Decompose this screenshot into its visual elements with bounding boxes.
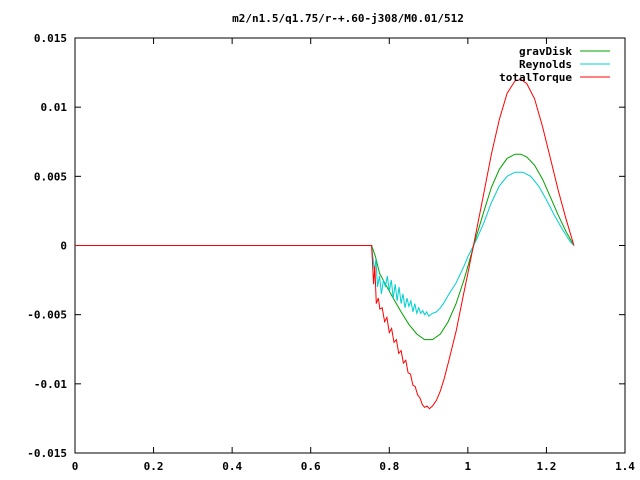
x-tick-label: 0.6 (301, 460, 321, 473)
y-tick-label: -0.005 (27, 309, 67, 322)
legend-label: gravDisk (519, 45, 572, 58)
chart-title: m2/n1.5/q1.75/r-+.60-j308/M0.01/512 (232, 12, 464, 25)
y-tick-label: -0.015 (27, 447, 67, 460)
y-tick-label: 0.005 (34, 170, 67, 183)
x-tick-label: 1 (465, 460, 472, 473)
y-tick-label: 0.01 (41, 101, 68, 114)
series-line-gravDisk (75, 153, 575, 341)
x-tick-label: 1.4 (615, 460, 635, 473)
y-tick-label: 0.015 (34, 32, 67, 45)
x-tick-label: 0.4 (222, 460, 242, 473)
series-lines (75, 78, 575, 410)
x-tick-label: 0.8 (379, 460, 399, 473)
series-line-Reynolds (75, 171, 575, 317)
y-tick-label: 0 (60, 240, 67, 253)
legend-label: totalTorque (499, 71, 572, 84)
y-tick-label: -0.01 (34, 378, 67, 391)
axis-ticks: 0 0.2 0.4 0.6 0.8 1 1.2 1.4 0.015 0.01 0.005 0 -0.00… (27, 32, 635, 473)
x-tick-label: 0.2 (144, 460, 164, 473)
x-tick-label: 1.2 (536, 460, 556, 473)
series-line-totalTorque (75, 78, 575, 410)
x-tick-label: 0 (72, 460, 79, 473)
legend-label: Reynolds (519, 58, 572, 71)
